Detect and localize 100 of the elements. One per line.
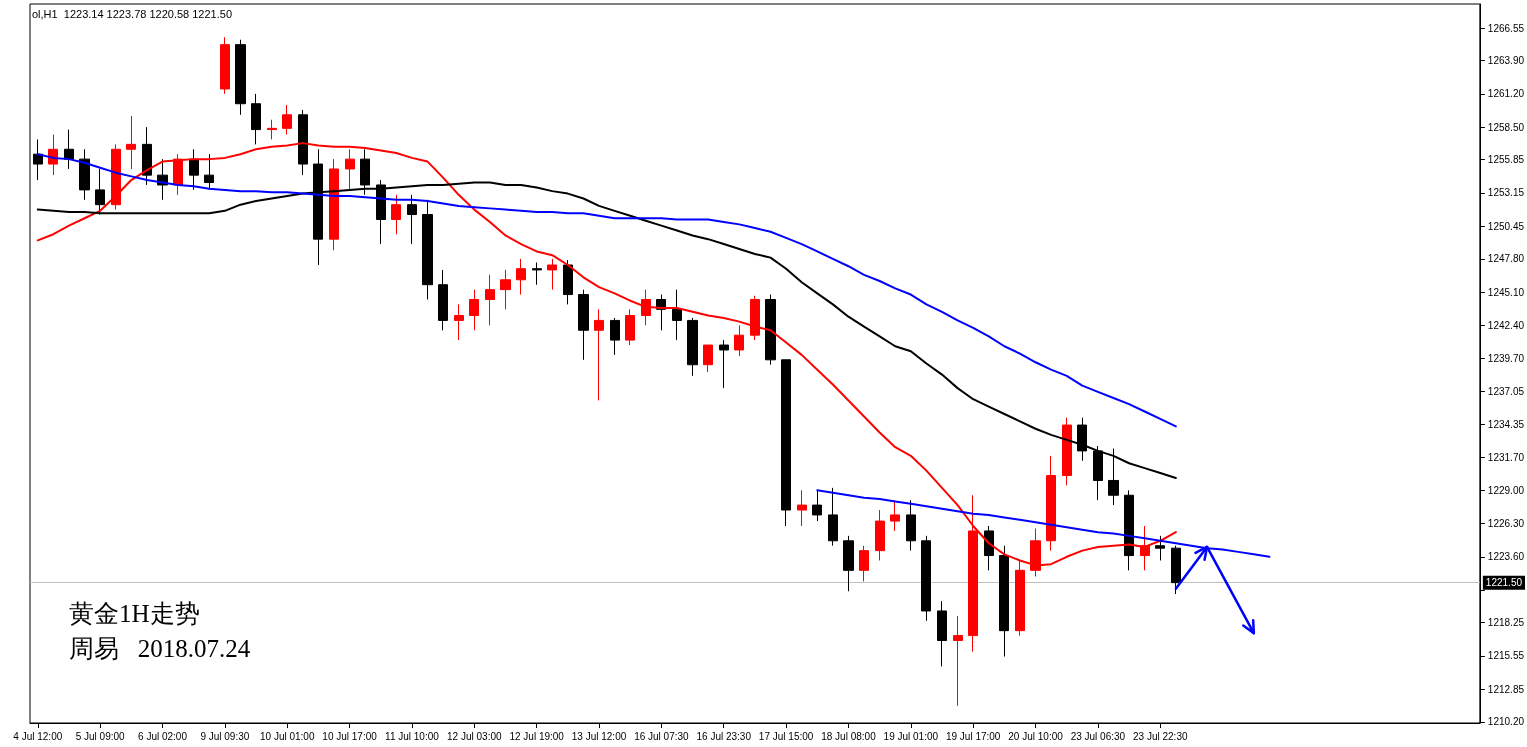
candlestick <box>672 289 682 341</box>
y-tick-label: 1223.60 <box>1487 551 1525 563</box>
candlestick <box>625 308 635 346</box>
candlestick <box>781 359 791 527</box>
y-tick-label: 1250.45 <box>1487 220 1525 232</box>
candlestick <box>173 153 183 196</box>
x-tick-label: 20 Jul 10:00 <box>1008 730 1064 742</box>
y-tick-label: 1242.40 <box>1487 319 1525 331</box>
candlestick <box>859 545 869 582</box>
candlestick <box>594 308 604 401</box>
text: 周易 2018.07.24 <box>69 635 251 662</box>
candlestick <box>391 194 401 235</box>
candlestick <box>843 535 854 592</box>
candlestick <box>204 153 214 191</box>
candlestick <box>329 158 339 251</box>
candlestick <box>454 303 464 341</box>
text: 黄金1H走势 <box>69 600 200 627</box>
candlestick <box>189 148 199 191</box>
y-tick-label: 1247.80 <box>1487 253 1525 265</box>
y-tick-label: 1255.85 <box>1487 154 1525 166</box>
annotation: ol,H1 1223.14 1223.78 1220.58 1221.50 <box>32 7 233 20</box>
y-tick-label: 1215.55 <box>1487 650 1525 662</box>
candlestick <box>298 109 308 176</box>
candlestick <box>407 194 417 245</box>
x-tick-label: 17 Jul 15:00 <box>758 730 814 742</box>
x-tick-label: 10 Jul 01:00 <box>259 730 315 742</box>
y-tick-label: 1253.15 <box>1487 187 1525 199</box>
candlestick <box>485 274 495 326</box>
y-tick-label: 1245.10 <box>1487 286 1525 298</box>
line-series <box>816 489 1271 558</box>
x-tick-label: 19 Jul 17:00 <box>945 730 1001 742</box>
candlestick <box>1155 535 1165 561</box>
candlestick <box>532 262 542 286</box>
candlestick <box>64 129 74 170</box>
y-tick-label: 1218.25 <box>1487 617 1525 629</box>
candlestick <box>1062 417 1072 486</box>
x-tick-label: 6 Jul 02:00 <box>138 730 188 742</box>
candlestick <box>906 499 916 552</box>
candlestick <box>999 545 1009 658</box>
y-tick-label: 1266.55 <box>1487 22 1525 34</box>
candlestick <box>765 294 776 366</box>
y-tick-label: 1229.00 <box>1487 484 1525 496</box>
candlestick <box>1171 545 1181 595</box>
candlestick <box>797 489 807 527</box>
candlestick <box>984 525 994 571</box>
candlestick <box>251 93 261 145</box>
candlestick <box>734 324 744 357</box>
x-tick-label: 11 Jul 10:00 <box>385 730 440 742</box>
y-tick-label: 1239.70 <box>1487 353 1525 365</box>
candlestick <box>719 339 729 389</box>
x-tick-label: 9 Jul 09:30 <box>200 730 250 742</box>
x-tick-label: 13 Jul 12:00 <box>571 730 627 742</box>
candlestick <box>438 269 448 331</box>
x-tick-label: 12 Jul 03:00 <box>447 730 502 742</box>
x-tick-label: 19 Jul 01:00 <box>883 730 939 742</box>
candlestick <box>921 535 931 622</box>
y-tick-label: 1231.70 <box>1487 451 1525 463</box>
y-tick-label: 1263.90 <box>1487 55 1525 67</box>
y-tick-label: 1226.30 <box>1487 518 1525 530</box>
y-tick-label: 1210.20 <box>1487 716 1525 728</box>
x-tick-label: 18 Jul 08:00 <box>821 730 877 742</box>
x-tick-label: 16 Jul 07:30 <box>634 730 690 742</box>
x-tick-label: 4 Jul 12:00 <box>13 730 63 742</box>
candlestick <box>142 126 152 186</box>
candlestick <box>500 269 511 310</box>
line-series <box>36 153 1177 428</box>
x-tick-label: 23 Jul 06:30 <box>1070 730 1126 742</box>
candlestick <box>345 148 355 191</box>
y-tick-label: 1237.05 <box>1487 385 1525 397</box>
candlestick <box>126 115 136 170</box>
candlestick <box>750 295 760 341</box>
candlestick <box>33 138 43 181</box>
candlestick <box>610 317 620 356</box>
y-tick-label: 1261.20 <box>1487 88 1525 100</box>
candlestick <box>828 487 838 547</box>
candlestick <box>890 499 900 532</box>
candlestick <box>220 36 230 95</box>
candlestick <box>687 317 698 377</box>
x-tick-label: 5 Jul 09:00 <box>75 730 126 742</box>
candlestick <box>516 258 526 296</box>
candlestick <box>937 600 947 667</box>
candlestick <box>267 119 277 140</box>
candlestick <box>282 104 292 135</box>
candlestick <box>641 289 651 326</box>
candlestick <box>547 258 557 291</box>
candlestick <box>703 344 713 373</box>
candlestick <box>1046 455 1056 552</box>
ref-line-label: 1221.50 <box>1485 577 1523 589</box>
y-tick-label: 1234.35 <box>1487 418 1525 430</box>
candlestick <box>875 509 885 561</box>
x-tick-label: 16 Jul 23:30 <box>696 730 752 742</box>
x-tick-label: 23 Jul 22:30 <box>1133 730 1188 742</box>
x-tick-label: 12 Jul 19:00 <box>509 730 565 742</box>
candlestick <box>235 39 246 116</box>
candlestick <box>812 489 822 522</box>
x-tick-label: 10 Jul 17:00 <box>322 730 378 742</box>
candlestick <box>422 199 433 300</box>
candlestick <box>1077 417 1087 462</box>
candlestick <box>469 289 479 331</box>
candlestick <box>79 148 90 201</box>
